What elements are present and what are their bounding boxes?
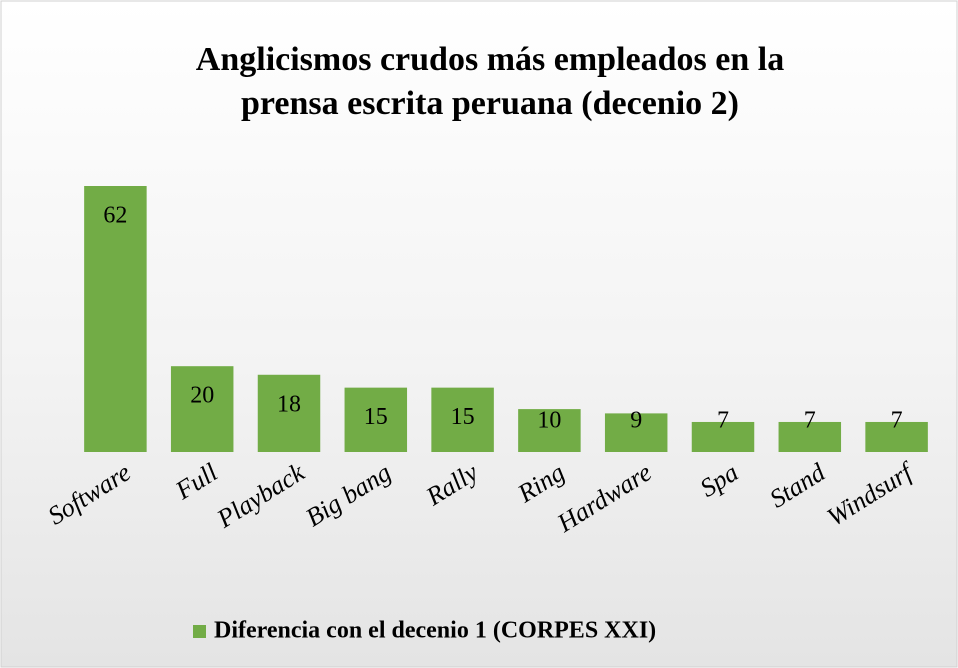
data-label: 15 [364, 404, 388, 430]
bar [344, 387, 408, 452]
data-label: 7 [717, 408, 729, 434]
legend-label: Diferencia con el decenio 1 (CORPES XXI) [214, 618, 656, 644]
data-label: 62 [103, 203, 127, 229]
chart-title: Anglicismos crudos más empleados en la [196, 41, 784, 78]
data-label: 20 [190, 383, 214, 409]
data-label: 9 [630, 408, 642, 434]
bar [604, 413, 668, 452]
bar [84, 186, 147, 452]
bar [691, 421, 755, 452]
data-label: 15 [451, 404, 475, 430]
bar [865, 421, 928, 452]
data-label: 7 [891, 408, 903, 434]
bar [170, 366, 234, 452]
bar [778, 421, 842, 452]
chart-title: prensa escrita peruana (decenio 2) [241, 85, 739, 122]
bar [431, 387, 494, 452]
bar [518, 409, 581, 452]
data-label: 7 [804, 408, 816, 434]
data-label: 18 [277, 391, 301, 417]
bar [257, 374, 321, 452]
data-label: 10 [537, 408, 561, 434]
legend-swatch [193, 625, 206, 638]
